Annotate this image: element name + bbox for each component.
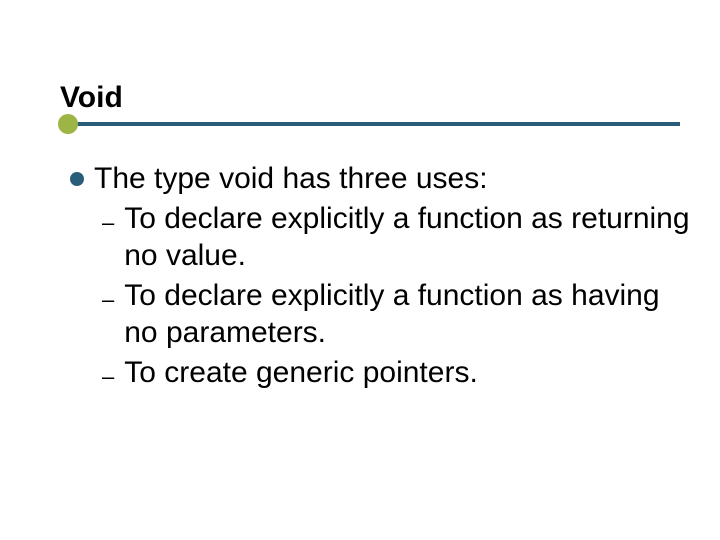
title-underline xyxy=(60,122,680,126)
accent-ball-icon xyxy=(58,114,78,134)
sub-bullet-item: – To declare explicitly a function as ha… xyxy=(102,277,690,352)
sub-bullet-list: – To declare explicitly a function as re… xyxy=(70,200,690,392)
title-area: Void xyxy=(60,80,680,126)
dash-bullet-icon: – xyxy=(102,212,114,234)
sub-bullet-item: – To declare explicitly a function as re… xyxy=(102,200,690,275)
content-area: The type void has three uses: – To decla… xyxy=(70,160,690,393)
bullet-text: The type void has three uses: xyxy=(94,160,690,198)
sub-bullet-text: To create generic pointers. xyxy=(124,354,690,392)
slide: Void The type void has three uses: – To … xyxy=(0,0,720,540)
sub-bullet-item: – To create generic pointers. xyxy=(102,354,690,392)
dash-bullet-icon: – xyxy=(102,366,114,388)
sub-bullet-text: To declare explicitly a function as havi… xyxy=(124,277,690,352)
bullet-level1: The type void has three uses: xyxy=(70,160,690,198)
circle-bullet-icon xyxy=(70,172,84,186)
sub-bullet-text: To declare explicitly a function as retu… xyxy=(124,200,690,275)
slide-title: Void xyxy=(60,80,680,116)
dash-bullet-icon: – xyxy=(102,289,114,311)
